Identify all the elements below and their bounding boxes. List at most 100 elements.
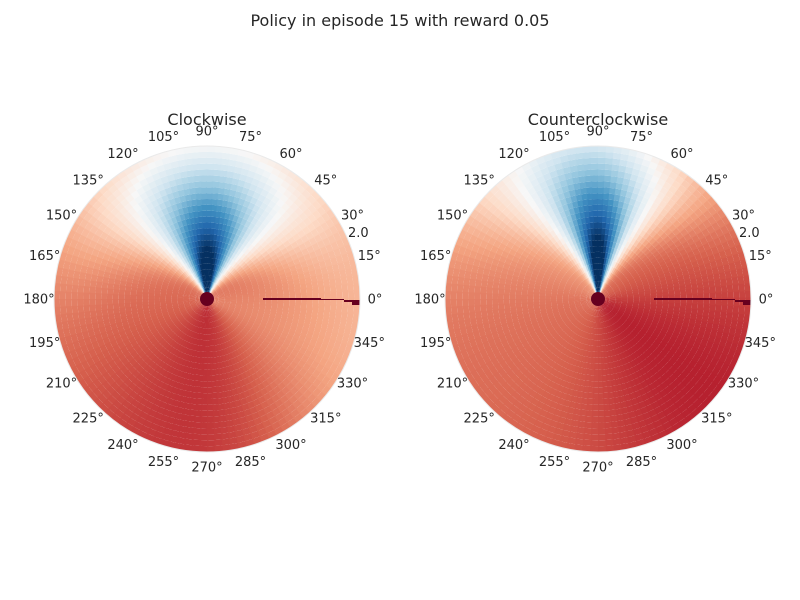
heatmap-cell xyxy=(323,310,331,319)
heatmap-cell xyxy=(54,290,61,301)
heatmap-cell xyxy=(614,249,620,256)
heatmap-cell xyxy=(600,322,603,329)
heatmap-cell xyxy=(609,273,615,280)
heatmap-cell xyxy=(521,299,528,304)
heatmap-cell xyxy=(231,344,237,352)
heatmap-cell xyxy=(535,328,543,335)
heatmap-cell xyxy=(598,304,601,311)
center-marker xyxy=(200,292,214,306)
heatmap-cell xyxy=(599,316,602,323)
heatmap-cell xyxy=(613,262,619,269)
heatmap-cell xyxy=(244,256,251,264)
heatmap-cell xyxy=(595,287,598,294)
heatmap-cell xyxy=(229,324,235,332)
heatmap-cell xyxy=(184,396,193,404)
heatmap-cell xyxy=(218,301,225,305)
heatmap-cell xyxy=(625,255,632,263)
heatmap-cell xyxy=(197,291,203,296)
heatmap-cell xyxy=(173,286,180,291)
heatmap-cell xyxy=(147,230,156,239)
heatmap-cell xyxy=(311,280,319,288)
heatmap-cell xyxy=(593,375,599,382)
heatmap-cell xyxy=(149,254,157,262)
heatmap-cell xyxy=(601,328,604,335)
heatmap-cell xyxy=(633,254,640,262)
heatmap-cell xyxy=(190,337,195,344)
heatmap-cell xyxy=(173,328,180,335)
heatmap-cell xyxy=(232,336,239,344)
heatmap-cell xyxy=(668,301,675,307)
heatmap-cell xyxy=(83,292,90,301)
heatmap-cell xyxy=(629,339,636,347)
heatmap-cell xyxy=(233,343,240,350)
heatmap-cell xyxy=(612,285,619,291)
heatmap-cell xyxy=(586,285,591,291)
heatmap-cell xyxy=(190,290,197,295)
heatmap-cell xyxy=(227,285,234,290)
heatmap-cell xyxy=(583,272,588,279)
heatmap-cell xyxy=(202,381,208,388)
heatmap-cell xyxy=(210,310,213,317)
heatmap-cell xyxy=(627,276,634,282)
heatmap-cell xyxy=(203,304,206,311)
heatmap-cell xyxy=(243,248,251,256)
heatmap-cell xyxy=(624,282,631,288)
heatmap-cell xyxy=(550,347,558,355)
heatmap-cell xyxy=(558,308,565,313)
heatmap-cell xyxy=(605,277,609,284)
heatmap-cell xyxy=(215,338,220,346)
heatmap-cell xyxy=(95,293,102,301)
heatmap-cell xyxy=(235,291,242,295)
heatmap-cell xyxy=(252,333,260,340)
heatmap-cell xyxy=(200,269,204,277)
heatmap-cell xyxy=(207,369,212,376)
heatmap-cell xyxy=(213,146,223,153)
heatmap-cell xyxy=(190,397,198,405)
heatmap-cell xyxy=(218,325,224,332)
heatmap-cell xyxy=(142,288,149,294)
heatmap-cell xyxy=(588,292,594,296)
heatmap-cell xyxy=(265,228,274,237)
heatmap-cell xyxy=(214,270,218,278)
heatmap-cell xyxy=(194,265,198,272)
heatmap-cell xyxy=(202,316,205,323)
heatmap-cell xyxy=(621,252,627,260)
heatmap-cell xyxy=(608,265,613,273)
heatmap-cell xyxy=(65,284,73,294)
heatmap-cell xyxy=(317,309,325,318)
heatmap-cell xyxy=(185,314,191,321)
heatmap-cell xyxy=(656,294,663,299)
heatmap-cell xyxy=(199,282,203,289)
heatmap-cell xyxy=(213,327,217,334)
heatmap-cell xyxy=(236,354,243,362)
heatmap-cell xyxy=(142,243,151,252)
heatmap-cell xyxy=(604,284,610,290)
heatmap-cell xyxy=(54,306,61,317)
heatmap-cell xyxy=(539,299,546,303)
heatmap-cell xyxy=(226,340,232,348)
heatmap-cell xyxy=(608,303,615,308)
heatmap-cell xyxy=(107,303,114,311)
heatmap-cell xyxy=(598,310,601,317)
heatmap-cell xyxy=(574,280,580,286)
heatmap-cell xyxy=(656,304,663,310)
heatmap-cell xyxy=(605,307,610,313)
heatmap-cell xyxy=(142,295,149,300)
angle-tick-label: 225° xyxy=(73,411,104,426)
heatmap-cell xyxy=(167,330,175,337)
heatmap-cell xyxy=(145,317,153,323)
heatmap-cell xyxy=(175,312,182,317)
heatmap-cell xyxy=(254,330,262,338)
heatmap-cell xyxy=(160,270,168,276)
heatmap-cell xyxy=(178,303,185,307)
heatmap-cell xyxy=(214,216,220,224)
heatmap-cell xyxy=(141,322,149,329)
heatmap-cell xyxy=(556,336,563,344)
heatmap-cell xyxy=(608,259,613,267)
heatmap-cell xyxy=(245,259,253,266)
heatmap-cell xyxy=(172,306,180,311)
heatmap-cell xyxy=(192,312,197,319)
heatmap-cell xyxy=(158,360,167,369)
heatmap-cell xyxy=(594,240,598,247)
heatmap-cell xyxy=(594,304,597,311)
